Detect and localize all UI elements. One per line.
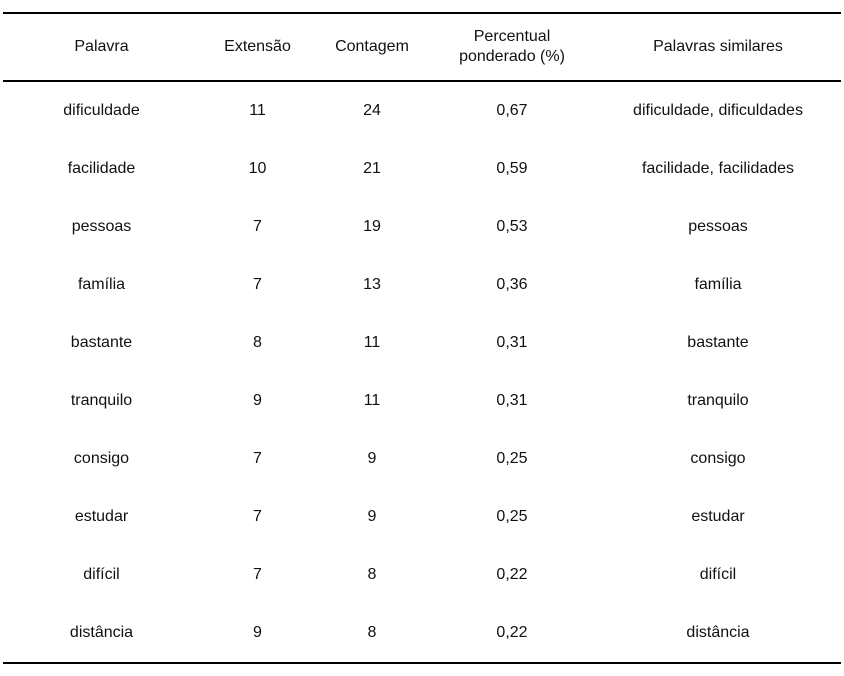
cell-contagem: 9	[367, 508, 377, 525]
cell-palavras-similares: dificuldade, dificuldades	[633, 102, 803, 119]
cell-extensao: 9	[200, 604, 315, 664]
column-header-percentual-ponderado: Percentual ponderado (%)	[429, 12, 595, 82]
cell-percentual: 0,25	[496, 450, 528, 467]
cell-extensao: 7	[253, 450, 262, 467]
cell-palavras-similares: difícil	[699, 566, 737, 583]
table-row: estudar 7 9 0,25 estudar	[3, 488, 841, 546]
table-header: Palavra Extensão Contagem Percentual pon…	[3, 12, 841, 82]
cell-palavras-similares: distância	[595, 604, 841, 664]
cell-extensao: 8	[253, 334, 262, 351]
table-row: dificuldade 11 24 0,67 dificuldade, difi…	[3, 81, 841, 140]
cell-palavra: bastante	[70, 334, 133, 351]
column-header-palavras-similares: Palavras similares	[595, 12, 841, 82]
cell-palavra: facilidade	[67, 160, 136, 177]
cell-percentual: 0,67	[496, 102, 528, 119]
cell-extensao: 9	[253, 392, 262, 409]
cell-palavras-similares: tranquilo	[687, 392, 749, 409]
cell-contagem: 8	[367, 566, 377, 583]
cell-palavra: distância	[3, 604, 200, 664]
cell-palavra: tranquilo	[70, 392, 133, 409]
cell-palavra: difícil	[83, 566, 120, 583]
word-frequency-table: Palavra Extensão Contagem Percentual pon…	[3, 12, 841, 664]
header-row: Palavra Extensão Contagem Percentual pon…	[3, 12, 841, 82]
cell-contagem: 19	[363, 218, 381, 235]
cell-palavras-similares: bastante	[687, 334, 749, 351]
cell-extensao: 10	[248, 160, 267, 177]
cell-contagem: 8	[315, 604, 429, 664]
cell-contagem: 24	[363, 102, 381, 119]
table-row: tranquilo 9 11 0,31 tranquilo	[3, 372, 841, 430]
cell-contagem: 11	[363, 392, 381, 409]
table-row: bastante 8 11 0,31 bastante	[3, 314, 841, 372]
cell-palavra: pessoas	[71, 218, 132, 235]
cell-percentual: 0,25	[496, 508, 528, 525]
table-row: facilidade 10 21 0,59 facilidade, facili…	[3, 140, 841, 198]
cell-percentual: 0,31	[496, 392, 528, 409]
cell-extensao: 11	[249, 102, 266, 119]
cell-percentual: 0,22	[496, 566, 528, 583]
cell-contagem: 11	[363, 334, 381, 351]
cell-extensao: 7	[253, 276, 262, 293]
column-header-extensao: Extensão	[200, 12, 315, 82]
cell-palavras-similares: estudar	[691, 508, 745, 525]
cell-extensao: 7	[253, 218, 262, 235]
cell-percentual: 0,22	[429, 604, 595, 664]
cell-palavra: família	[77, 276, 126, 293]
table-row: difícil 7 8 0,22 difícil	[3, 546, 841, 604]
cell-contagem: 21	[363, 160, 381, 177]
cell-percentual: 0,53	[496, 218, 528, 235]
table-body: dificuldade 11 24 0,67 dificuldade, difi…	[3, 81, 841, 664]
cell-contagem: 13	[363, 276, 381, 293]
cell-palavras-similares: família	[694, 276, 742, 293]
column-header-palavra: Palavra	[3, 12, 200, 82]
cell-palavras-similares: facilidade, facilidades	[641, 160, 795, 177]
cell-percentual: 0,36	[496, 276, 528, 293]
cell-palavras-similares: pessoas	[688, 218, 748, 235]
table-row: distância 9 8 0,22 distância	[3, 604, 841, 664]
cell-palavras-similares: consigo	[690, 450, 746, 467]
cell-palavra: consigo	[73, 450, 130, 467]
cell-palavra: estudar	[74, 508, 129, 525]
cell-palavra: dificuldade	[63, 102, 140, 119]
table-row: família 7 13 0,36 família	[3, 256, 841, 314]
table-row: consigo 7 9 0,25 consigo	[3, 430, 841, 488]
cell-extensao: 7	[253, 508, 262, 525]
table-row: pessoas 7 19 0,53 pessoas	[3, 198, 841, 256]
column-header-contagem: Contagem	[315, 12, 429, 82]
cell-extensao: 7	[253, 566, 262, 583]
cell-contagem: 9	[367, 450, 377, 467]
cell-percentual: 0,31	[496, 334, 528, 351]
cell-percentual: 0,59	[496, 160, 528, 177]
